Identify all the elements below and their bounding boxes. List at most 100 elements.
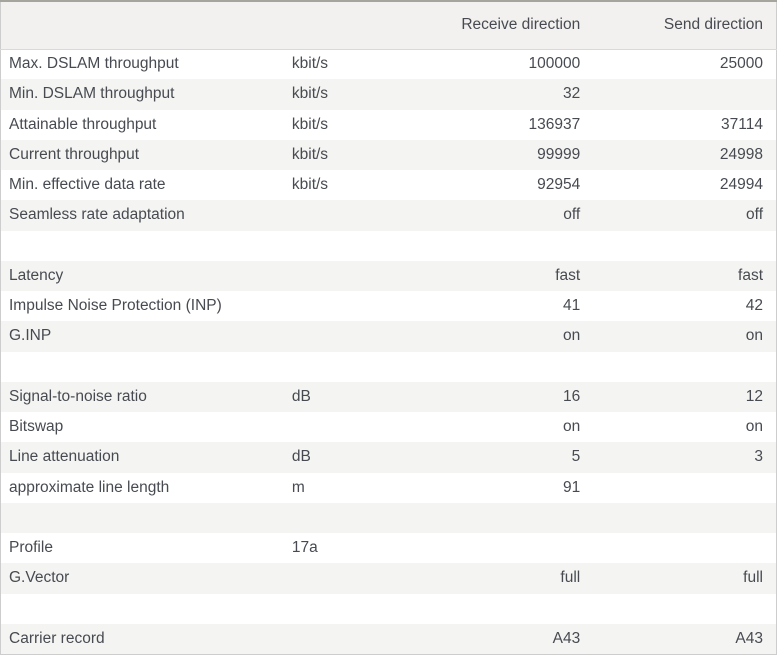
cell-receive: 5	[571, 448, 581, 466]
table-header-row: Receive direction Send direction	[0, 1, 777, 50]
cell-label: Latency	[9, 266, 64, 284]
cell-unit: kbit/s	[291, 55, 329, 73]
cell-send: 3	[754, 448, 763, 466]
table-row: Latency fast fast	[0, 260, 777, 291]
cell-label	[1, 503, 292, 533]
cell-send: full	[743, 569, 763, 587]
cell-send: 25000	[719, 55, 763, 73]
spacer-row	[0, 593, 777, 624]
cell-send: 42	[745, 297, 763, 315]
cell-receive	[432, 352, 582, 382]
table-row: Max. DSLAM throughput kbit/s 100000 25000	[0, 49, 777, 80]
table-row: Current throughput kbit/s 99999 24998	[0, 139, 777, 170]
cell-unit: 17a	[291, 539, 318, 557]
cell-receive: on	[562, 418, 581, 436]
cell-label	[1, 594, 292, 624]
cell-receive	[432, 533, 582, 563]
cell-send: 12	[745, 387, 763, 405]
table-row: G.Vector full full	[0, 563, 777, 594]
cell-send: 24998	[719, 145, 763, 163]
cell-send: on	[745, 327, 763, 345]
cell-unit: kbit/s	[291, 145, 329, 163]
table-row: G.INP on on	[0, 321, 777, 352]
table-row: Signal-to-noise ratio dB 16 12	[0, 381, 777, 412]
cell-send: off	[746, 206, 763, 224]
cell-label	[1, 352, 292, 382]
cell-unit	[292, 412, 432, 442]
cell-receive	[432, 503, 582, 533]
cell-receive: 91	[562, 478, 581, 496]
cell-label: Max. DSLAM throughput	[9, 55, 179, 73]
cell-unit: dB	[291, 387, 311, 405]
cell-receive: 99999	[537, 145, 581, 163]
header-receive-direction: Receive direction	[432, 1, 583, 50]
cell-send: 37114	[721, 115, 763, 133]
cell-label: Signal-to-noise ratio	[9, 387, 147, 405]
cell-unit	[292, 503, 432, 533]
cell-receive: full	[560, 569, 581, 587]
cell-receive: A43	[552, 629, 581, 647]
cell-label: approximate line length	[9, 478, 170, 496]
table-row: Min. DSLAM throughput kbit/s 32	[0, 79, 777, 110]
header-label-column	[0, 1, 292, 50]
cell-send: A43	[735, 629, 763, 647]
table-row: Attainable throughput kbit/s 136937 37114	[0, 109, 777, 140]
cell-label	[1, 231, 292, 261]
cell-send	[582, 533, 776, 563]
cell-label: Profile	[9, 539, 53, 557]
cell-receive	[432, 231, 582, 261]
cell-label: Bitswap	[9, 418, 64, 436]
cell-send	[582, 352, 776, 382]
table-row: Bitswap on on	[0, 412, 777, 443]
header-unit-column	[291, 1, 433, 50]
cell-receive: on	[562, 327, 581, 345]
table-row: Profile 17a	[0, 533, 777, 564]
spacer-row	[0, 230, 777, 261]
cell-receive: 16	[562, 387, 581, 405]
cell-label: Attainable throughput	[9, 115, 157, 133]
spacer-row	[0, 351, 777, 382]
cell-unit	[292, 624, 432, 654]
cell-label: Seamless rate adaptation	[9, 206, 185, 224]
table-row: Impulse Noise Protection (INP) 41 42	[0, 291, 777, 322]
cell-unit: kbit/s	[291, 115, 329, 133]
table-row: Carrier record A43 A43	[0, 623, 777, 654]
cell-label: G.INP	[9, 327, 52, 345]
cell-send	[582, 594, 776, 624]
cell-unit	[292, 291, 432, 321]
cell-send: on	[745, 418, 763, 436]
cell-unit	[292, 321, 432, 351]
cell-receive: 41	[562, 297, 581, 315]
cell-receive: 32	[562, 85, 581, 103]
cell-send	[582, 79, 776, 109]
cell-label: Current throughput	[9, 145, 140, 163]
cell-send	[582, 231, 776, 261]
cell-unit	[292, 563, 432, 593]
cell-send: fast	[738, 266, 763, 284]
cell-receive: 92954	[537, 176, 581, 194]
cell-label: Carrier record	[9, 629, 105, 647]
table-row: Seamless rate adaptation off off	[0, 200, 777, 231]
table-row: approximate line length m 91	[0, 472, 777, 503]
cell-send	[582, 503, 776, 533]
cell-label: Impulse Noise Protection (INP)	[9, 297, 222, 315]
header-send-direction: Send direction	[582, 1, 777, 50]
cell-unit	[292, 231, 432, 261]
cell-send	[582, 473, 776, 503]
cell-unit: m	[291, 478, 305, 496]
cell-unit	[292, 352, 432, 382]
cell-receive: fast	[555, 266, 581, 284]
cell-send: 24994	[719, 176, 763, 194]
cell-unit: kbit/s	[291, 85, 329, 103]
table-body: Max. DSLAM throughput kbit/s 100000 25000 Mi…	[0, 49, 777, 654]
cell-label: Min. DSLAM throughput	[9, 85, 175, 103]
cell-label: G.Vector	[9, 569, 70, 587]
cell-receive: 100000	[528, 55, 581, 73]
cell-unit: kbit/s	[291, 176, 329, 194]
cell-receive: 136937	[528, 115, 581, 133]
cell-unit	[292, 594, 432, 624]
spacer-row	[0, 502, 777, 533]
cell-receive	[432, 594, 582, 624]
cell-receive: off	[563, 206, 581, 224]
